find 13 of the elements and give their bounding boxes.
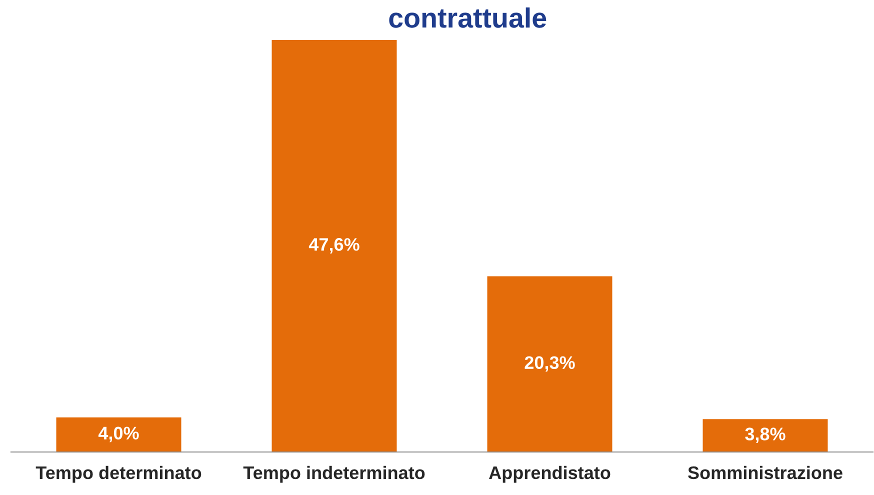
bar — [56, 417, 182, 452]
data-label: 20,3% — [524, 356, 575, 372]
chart-title: contrattuale — [389, 7, 546, 28]
bar — [487, 276, 612, 452]
bar — [272, 40, 397, 452]
data-label: 3,8% — [745, 428, 786, 444]
bar — [702, 419, 828, 452]
x-tick-label: Tempo indeterminato — [243, 466, 425, 483]
x-tick-label: Tempo determinato — [36, 466, 202, 483]
data-label: 47,6% — [308, 238, 360, 254]
x-tick-label: Apprendistato — [489, 466, 610, 483]
x-tick-label: Somministrazione — [688, 466, 842, 480]
data-label: 4,0% — [98, 426, 139, 442]
